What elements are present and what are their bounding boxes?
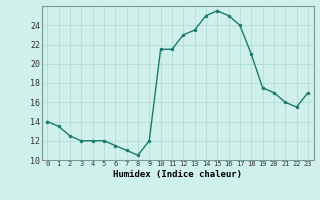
X-axis label: Humidex (Indice chaleur): Humidex (Indice chaleur) — [113, 170, 242, 179]
